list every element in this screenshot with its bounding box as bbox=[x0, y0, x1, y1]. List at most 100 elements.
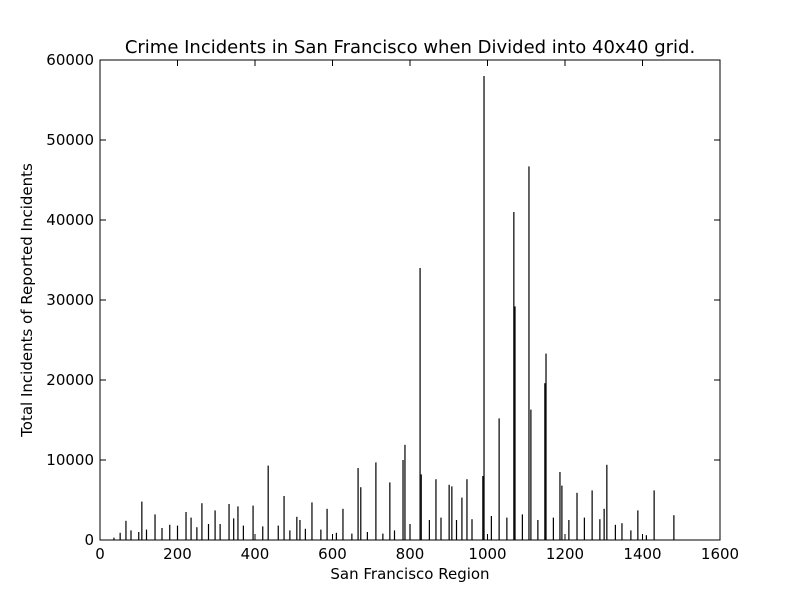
bar bbox=[393, 530, 396, 540]
bar bbox=[521, 514, 523, 540]
bar bbox=[435, 479, 437, 540]
bar bbox=[428, 520, 430, 540]
y-tick-label: 40000 bbox=[46, 211, 94, 229]
bar bbox=[440, 517, 442, 540]
bar bbox=[262, 526, 264, 540]
bar bbox=[466, 479, 468, 540]
bar bbox=[304, 528, 306, 540]
bar bbox=[621, 523, 623, 540]
x-axis-label: San Francisco Region bbox=[330, 565, 489, 583]
bar bbox=[568, 520, 570, 540]
bar bbox=[576, 492, 578, 540]
bar bbox=[559, 472, 561, 540]
bar bbox=[461, 497, 463, 540]
bar bbox=[451, 486, 453, 540]
bar bbox=[490, 516, 492, 540]
bar bbox=[537, 520, 539, 540]
bar bbox=[335, 532, 337, 540]
bar bbox=[357, 468, 359, 540]
bar bbox=[311, 502, 313, 540]
bar bbox=[514, 306, 516, 540]
x-tick-label: 200 bbox=[163, 545, 192, 563]
bar bbox=[402, 460, 404, 540]
bar bbox=[448, 484, 450, 540]
bar bbox=[382, 533, 384, 540]
bar bbox=[161, 528, 163, 540]
y-tick-label: 60000 bbox=[46, 51, 94, 69]
bar bbox=[404, 444, 406, 540]
x-tick-label: 1000 bbox=[468, 545, 506, 563]
bar bbox=[653, 490, 655, 540]
x-tick-label: 1400 bbox=[623, 545, 661, 563]
bar bbox=[185, 512, 187, 540]
bar bbox=[389, 482, 391, 540]
bar bbox=[196, 527, 198, 540]
bar bbox=[233, 518, 235, 540]
plot-frame bbox=[99, 59, 721, 541]
bar bbox=[219, 524, 221, 540]
x-tick-label: 800 bbox=[396, 545, 425, 563]
bar bbox=[420, 474, 422, 540]
bar bbox=[530, 409, 532, 540]
bar bbox=[296, 516, 298, 540]
bar bbox=[125, 520, 127, 540]
bar bbox=[603, 508, 605, 540]
bar bbox=[606, 464, 608, 540]
bar bbox=[289, 530, 291, 540]
bar bbox=[360, 487, 362, 540]
bar bbox=[299, 520, 301, 540]
bar bbox=[119, 532, 121, 540]
y-tick-label: 30000 bbox=[46, 291, 94, 309]
bar bbox=[277, 525, 279, 540]
bar bbox=[482, 476, 484, 540]
bar bbox=[409, 524, 411, 540]
bar bbox=[645, 535, 647, 540]
bar bbox=[342, 508, 344, 540]
y-tick-label: 0 bbox=[84, 531, 94, 549]
bar bbox=[252, 505, 254, 540]
bar bbox=[141, 501, 143, 540]
bar bbox=[637, 510, 639, 540]
bar bbox=[228, 504, 230, 540]
y-tick-label: 50000 bbox=[46, 131, 94, 149]
x-tick-label: 0 bbox=[95, 545, 105, 563]
bar bbox=[375, 462, 377, 540]
bar bbox=[528, 166, 530, 540]
x-tick-label: 1600 bbox=[701, 545, 739, 563]
y-tick-label: 20000 bbox=[46, 371, 94, 389]
bar bbox=[552, 517, 554, 540]
bar bbox=[130, 530, 132, 540]
bar bbox=[614, 524, 616, 540]
bar bbox=[113, 537, 115, 540]
bar bbox=[673, 515, 675, 540]
bar bbox=[455, 520, 458, 540]
bar bbox=[138, 532, 140, 540]
bar bbox=[214, 510, 216, 540]
bar bbox=[237, 506, 239, 540]
bar bbox=[351, 533, 353, 540]
y-axis-label: Total Incidents of Reported Incidents bbox=[18, 163, 36, 438]
bar bbox=[471, 519, 473, 540]
bar bbox=[267, 465, 269, 540]
bar bbox=[207, 524, 210, 540]
bar bbox=[320, 529, 322, 540]
bar bbox=[176, 525, 179, 540]
x-tick-label: 600 bbox=[318, 545, 347, 563]
bar bbox=[583, 517, 585, 540]
bar bbox=[326, 508, 328, 540]
bar bbox=[201, 503, 203, 540]
bar bbox=[591, 490, 593, 540]
bar bbox=[154, 514, 156, 540]
bar bbox=[169, 524, 171, 540]
bar bbox=[544, 383, 546, 540]
bar bbox=[283, 496, 285, 540]
bar bbox=[242, 525, 244, 540]
chart-title: Crime Incidents in San Francisco when Di… bbox=[125, 37, 695, 58]
bar bbox=[498, 418, 500, 540]
bar bbox=[506, 517, 508, 540]
x-tick-label: 1200 bbox=[546, 545, 584, 563]
bar bbox=[599, 519, 601, 540]
bar bbox=[419, 268, 421, 540]
